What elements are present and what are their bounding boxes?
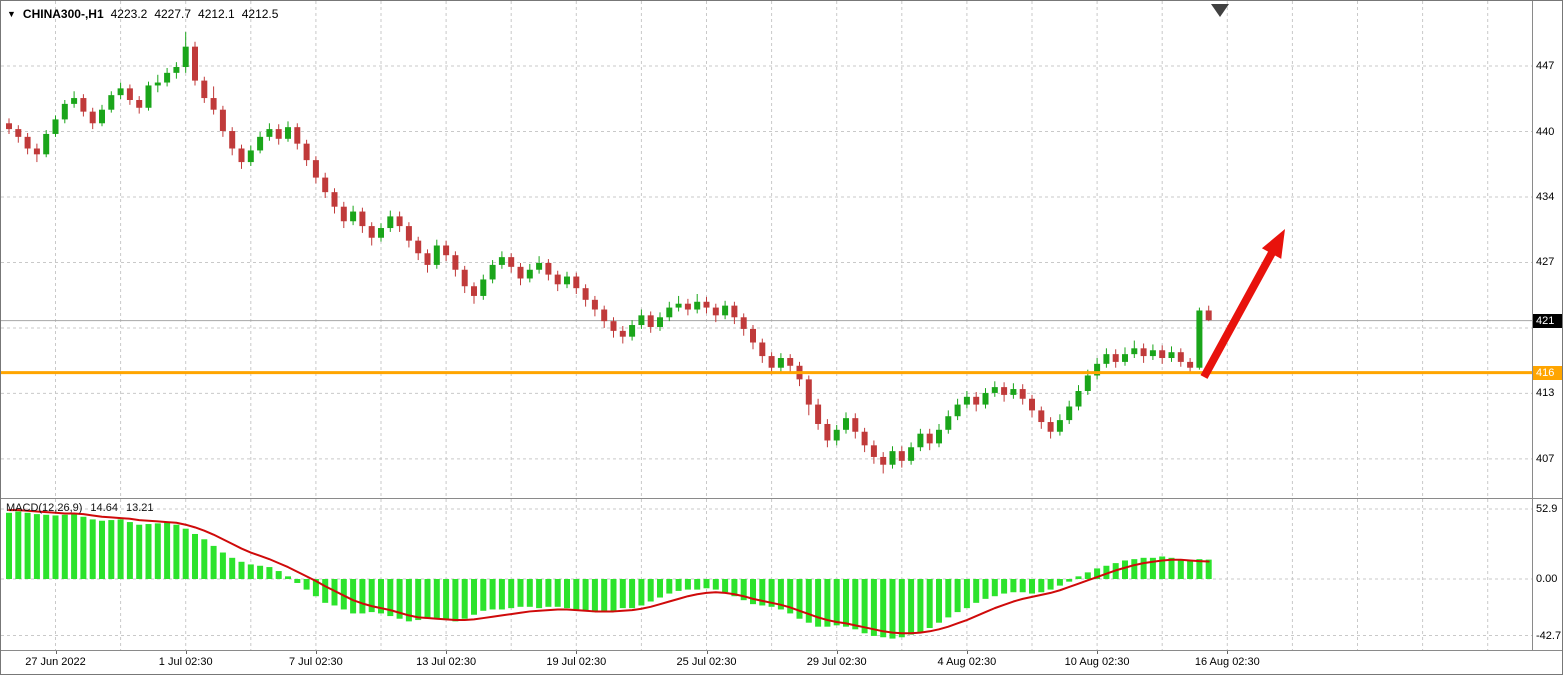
time-axis-label: 16 Aug 02:30 — [1194, 656, 1260, 668]
time-axis-tick — [1227, 651, 1229, 654]
time-axis-tick — [185, 651, 187, 654]
time-axis-tick — [315, 651, 317, 654]
time-axis-tick — [706, 651, 708, 654]
low-value: 4212.1 — [198, 7, 235, 21]
time-axis[interactable]: 27 Jun 2022 1 Jul 02:30 7 Jul 02:30 13 Jul … — [1, 651, 1562, 674]
hline-price-badge: 416 — [1533, 365, 1562, 380]
macd-axis-label: 0.00 — [1536, 573, 1558, 585]
symbol-timeframe-label: CHINA300-,H1 — [22, 7, 104, 21]
time-axis-label: 27 Jun 2022 — [25, 656, 86, 668]
chart-shift-marker-icon[interactable] — [1211, 4, 1229, 17]
time-axis-label: 19 Jul 02:30 — [546, 656, 607, 668]
price-axis-label: 413 — [1536, 387, 1555, 400]
time-axis-tick — [55, 651, 57, 654]
time-axis-tick — [966, 651, 968, 654]
high-value: 4227.7 — [154, 7, 192, 21]
price-axis-label: 440 — [1536, 125, 1555, 138]
time-axis-label: 25 Jul 02:30 — [676, 656, 737, 668]
time-axis-tick — [836, 651, 838, 654]
time-axis-label: 7 Jul 02:30 — [288, 656, 343, 668]
time-axis-label: 1 Jul 02:30 — [158, 656, 213, 668]
price-axis-label: 407 — [1536, 452, 1555, 465]
macd-title: MACD(12,26,9) — [6, 502, 83, 514]
macd-axis-label: 52.9 — [1536, 502, 1558, 515]
close-value: 4212.5 — [241, 7, 279, 21]
symbol-dropdown-icon[interactable]: ▼ — [7, 9, 16, 19]
price-axis-separator — [1532, 1, 1533, 650]
ohlc-header: ▼ CHINA300-,H1 4223.2 4227.7 4212.1 4212… — [7, 7, 278, 21]
time-axis-separator — [1, 650, 1562, 651]
current-price-badge: 421 — [1533, 313, 1562, 328]
time-axis-label: 13 Jul 02:30 — [416, 656, 477, 668]
macd-axis-label: -42.7 — [1536, 629, 1562, 642]
macd-indicator-label: MACD(12,26,9) 14.64 13.21 — [6, 502, 153, 514]
time-axis-label: 29 Jul 02:30 — [806, 656, 867, 668]
price-axis[interactable]: 421 416 447 440 434 427 413 407 52.9 0.00 -42.7 — [1533, 1, 1562, 650]
chart-plot-area[interactable] — [1, 1, 1532, 650]
time-axis-tick — [576, 651, 578, 654]
price-axis-label: 434 — [1536, 191, 1555, 203]
time-axis-label: 10 Aug 02:30 — [1064, 656, 1130, 668]
price-axis-label: 427 — [1536, 256, 1555, 269]
price-axis-label: 447 — [1536, 60, 1555, 73]
time-axis-tick — [446, 651, 448, 654]
macd-signal-value: 13.21 — [125, 502, 154, 514]
time-axis-label: 4 Aug 02:30 — [937, 656, 997, 668]
open-value: 4223.2 — [110, 7, 148, 21]
time-axis-tick — [1097, 651, 1099, 654]
macd-main-value: 14.64 — [90, 502, 118, 514]
panel-separator[interactable] — [1, 498, 1562, 499]
